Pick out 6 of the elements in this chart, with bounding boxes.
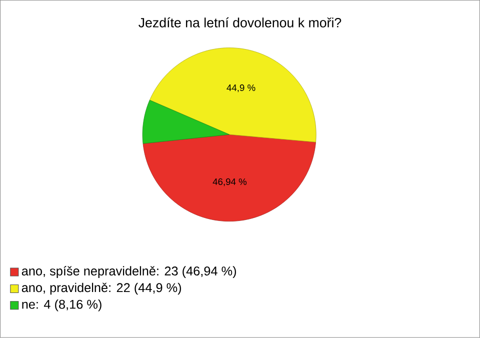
data-label: 46,94 % bbox=[212, 178, 247, 186]
legend-label: ano, pravidelně: 22 (44,9 %) bbox=[22, 282, 182, 295]
legend-label: ne: 4 (8,16 %) bbox=[22, 300, 102, 312]
data-label: 44,9 % bbox=[226, 84, 256, 92]
legend-label: ano, spíše nepravidelně: 23 (46,94 %) bbox=[22, 266, 236, 278]
chart-title: Jezdíte na letní dovolenou k moři? bbox=[138, 18, 342, 28]
